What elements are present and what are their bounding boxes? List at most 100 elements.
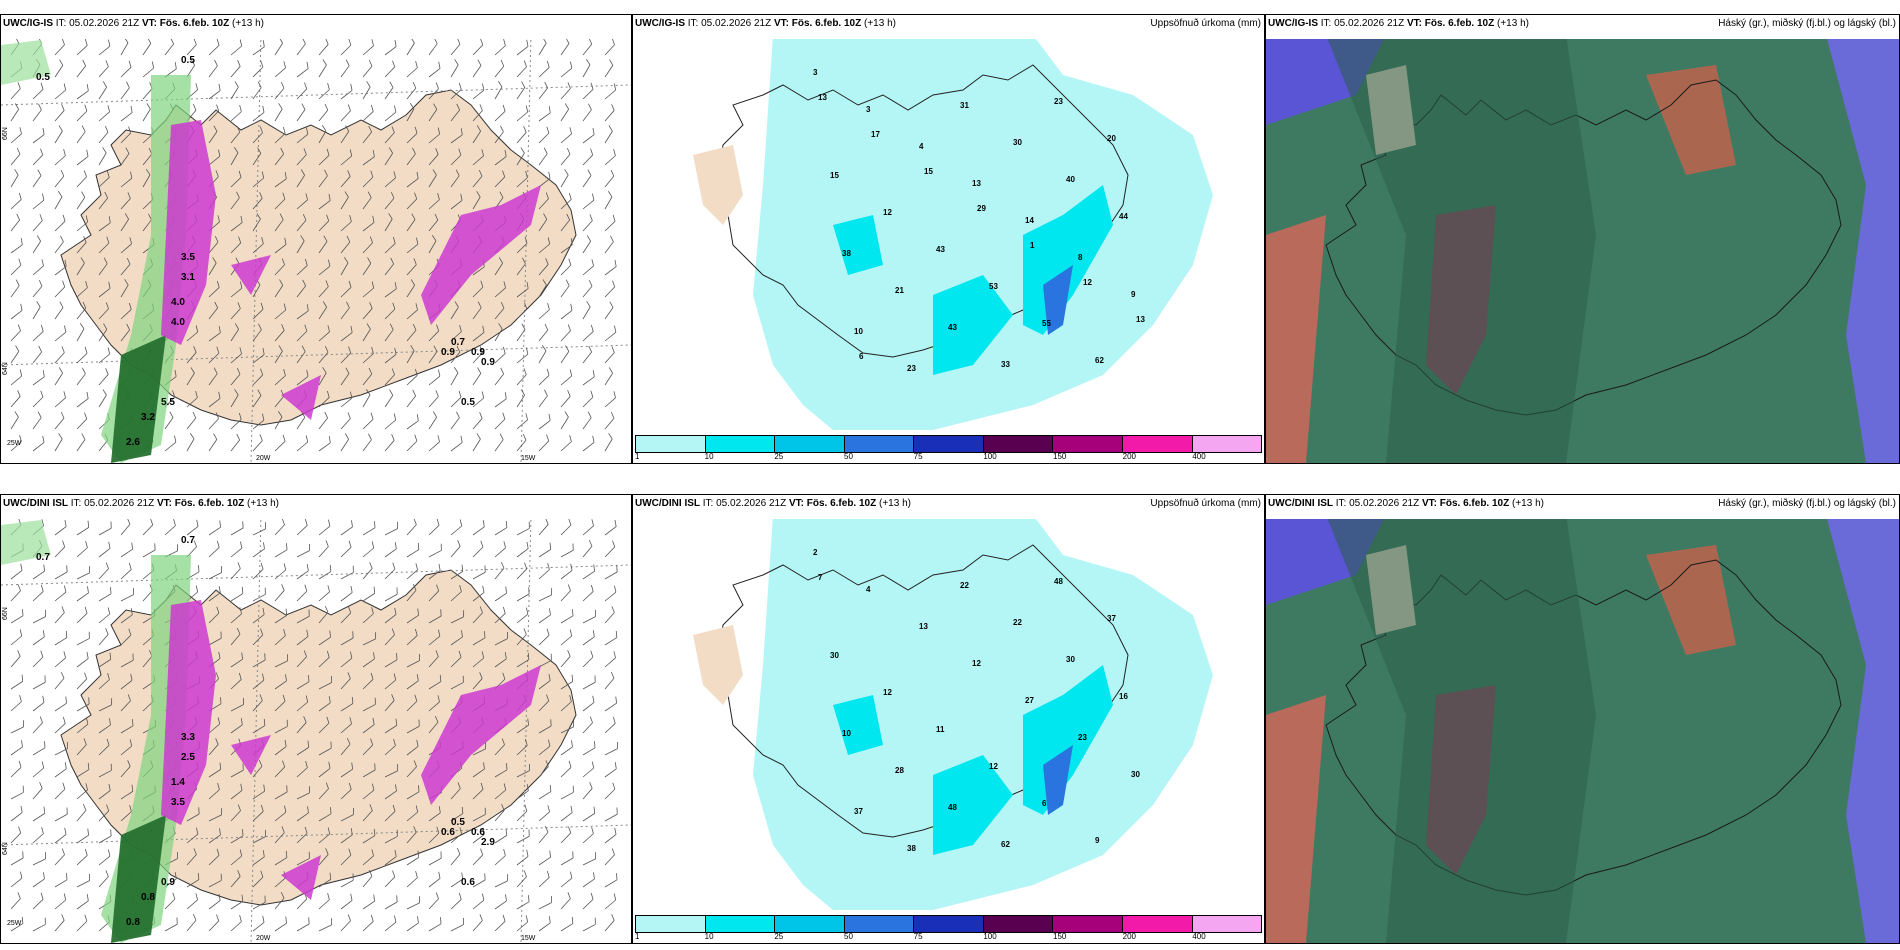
precip-legend: 1 10 25 50 75 100 150 200 400 (635, 915, 1262, 941)
wind-barb (428, 235, 437, 254)
snow-area (231, 735, 271, 775)
wind-barb (252, 694, 263, 712)
wind-barb (604, 411, 615, 430)
wind-barb (274, 850, 288, 866)
wind-barb (472, 782, 484, 800)
wind-barb (10, 916, 24, 932)
wind-barb (516, 39, 529, 56)
wind-barb (472, 325, 485, 342)
wind-barb (384, 542, 397, 558)
wind-barb (230, 81, 239, 100)
wind-barb (362, 281, 375, 298)
wind-barb (340, 125, 350, 144)
wind-barb (296, 103, 306, 122)
wind-barb (516, 413, 528, 430)
wind-barb (384, 213, 393, 232)
lon-gridline (520, 514, 532, 943)
wind-barb (538, 628, 550, 646)
wind-barb (76, 281, 88, 298)
wind-barb (560, 82, 571, 100)
wind-barb (384, 147, 393, 166)
wind-barb (208, 520, 222, 536)
wind-barb (230, 521, 244, 536)
wind-barb (10, 435, 22, 452)
wind-barb (252, 40, 265, 56)
rain-area (1, 520, 51, 565)
wind-barb (538, 895, 552, 910)
wind-barb (428, 435, 440, 452)
wind-barb (472, 367, 482, 386)
wind-barb (428, 851, 442, 866)
wind-barb (318, 519, 331, 536)
wind-barb (384, 895, 398, 910)
wind-barb (296, 127, 309, 144)
precip-value-label: 22 (960, 581, 969, 590)
wind-barb (76, 873, 90, 888)
wind-map: 0.50.53.53.14.04.05.53.22.60.90.70.50.9 0… (1, 34, 631, 463)
wind-barb (32, 435, 45, 452)
wind-barb (76, 367, 86, 386)
wind-barb (98, 257, 108, 276)
wind-barb (274, 147, 284, 166)
wind-barb (340, 782, 352, 800)
wind-barb (604, 914, 615, 932)
wind-barb (450, 892, 462, 910)
precip-value-label: 12 (1083, 278, 1092, 287)
wind-barb (252, 81, 262, 100)
precip-value-label: 62 (1095, 356, 1104, 365)
wind-barb (208, 848, 220, 866)
wind-barb (428, 563, 441, 580)
wind-barb (472, 104, 483, 122)
legend-swatch (983, 436, 1054, 452)
wind-barb (428, 345, 438, 364)
wind-barb (340, 737, 351, 756)
wind-barb (604, 325, 617, 342)
wind-barb (296, 518, 308, 536)
lat-label: 64N (2, 842, 9, 855)
wind-barb (274, 411, 283, 430)
legend-tick: 10 (704, 452, 714, 461)
wind-barb (230, 672, 242, 690)
wind-barb (98, 587, 112, 602)
wind-barb (252, 522, 267, 536)
precip-light-area (753, 515, 1213, 910)
wind-barb (10, 345, 20, 364)
wind-barb (230, 915, 242, 932)
wind-barb (516, 147, 525, 166)
wind-barb (384, 434, 395, 452)
wind-barb (538, 345, 547, 364)
legend-tick: 150 (1053, 932, 1067, 941)
wind-barb (384, 413, 397, 430)
precip-value-label: 13 (818, 93, 827, 102)
wind-barb (604, 807, 618, 822)
wind-barb (362, 717, 375, 734)
wind-barb (604, 125, 613, 144)
wind-barb (406, 303, 418, 320)
wind-barb (340, 433, 349, 452)
wind-barb (120, 60, 132, 78)
wind-barb (76, 301, 87, 320)
wind-barb (560, 892, 571, 910)
wind-barb (296, 695, 309, 712)
wind-barb (340, 280, 352, 298)
wind-barb (32, 852, 47, 866)
wind-barb (274, 192, 286, 210)
wind-barb (516, 347, 529, 364)
wind-barb (494, 367, 504, 386)
panel-header: UWC/IG-IS IT: 05.02.2026 21Z VT: Fös. 6.… (1, 15, 631, 39)
wind-barb (164, 917, 178, 932)
wind-barb (560, 695, 572, 712)
wind-barb (604, 827, 617, 844)
wind-barb (560, 61, 573, 78)
wind-barb (54, 169, 65, 188)
wind-barb (54, 214, 66, 232)
wind-barb (230, 718, 243, 734)
wind-barb (296, 304, 309, 320)
wind-barb (252, 607, 265, 624)
wind-barb (120, 147, 130, 166)
wind-barb (450, 325, 462, 342)
wind-barb (296, 826, 308, 844)
panel-header: UWC/DINI ISL IT: 05.02.2026 21Z VT: Fös.… (1266, 495, 1899, 519)
wind-barb (32, 806, 46, 822)
wind-barb (604, 280, 616, 298)
